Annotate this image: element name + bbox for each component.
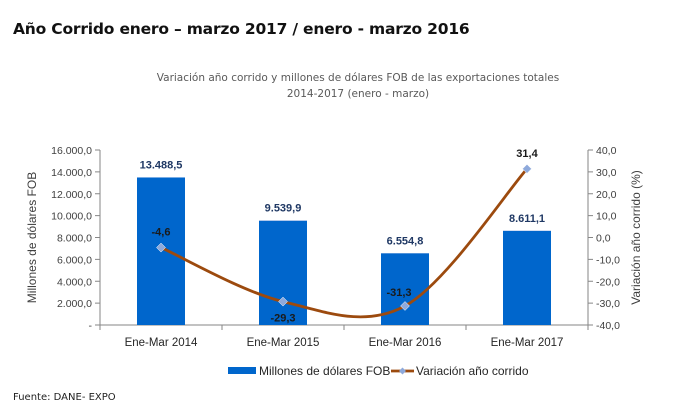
right-tick-label: 20,0 <box>596 189 617 201</box>
left-tick-label: 12.000,0 <box>51 189 92 201</box>
bar-data-label: 9.539,9 <box>265 203 302 215</box>
legend-bar-label: Millones de dólares FOB <box>259 364 390 378</box>
left-tick-label: 16.000,0 <box>51 145 92 157</box>
source-note: Fuente: DANE- EXPO <box>13 392 116 403</box>
line-data-label: -4,6 <box>152 227 171 239</box>
line-data-label: -31,3 <box>386 287 411 299</box>
right-tick-label: -10,0 <box>596 254 620 266</box>
left-tick-label: 14.000,0 <box>51 167 92 179</box>
right-tick-label: -30,0 <box>596 298 620 310</box>
variation-line <box>159 167 529 319</box>
bar-data-label: 13.488,5 <box>140 159 183 171</box>
right-tick-label: 0,0 <box>596 233 611 245</box>
x-tick-label: Ene-Mar 2015 <box>247 337 320 349</box>
right-tick-label: 10,0 <box>596 211 617 223</box>
right-tick-label: 30,0 <box>596 167 617 179</box>
legend-line-label: Variación año corrido <box>416 364 529 378</box>
left-tick-label: 2.000,0 <box>57 298 92 310</box>
line-marker <box>156 242 166 253</box>
line-marker <box>400 301 410 311</box>
line-marker <box>278 296 288 307</box>
left-tick-label: 10.000,0 <box>51 211 92 223</box>
line-marker <box>522 163 532 174</box>
bar-data-label: 6.554,8 <box>387 235 424 247</box>
bar <box>259 220 307 325</box>
bar-data-label: 8.611,1 <box>509 213 545 225</box>
left-axis-title: Millones de dólares FOB <box>25 172 39 303</box>
right-axis-title: Variación año corrido (%) <box>629 170 643 305</box>
left-tick-label: 8.000,0 <box>57 233 92 245</box>
chart-subtitle: 2014-2017 (enero - marzo) <box>286 88 430 100</box>
right-tick-label: -20,0 <box>596 276 620 288</box>
line-data-label: -29,3 <box>270 313 295 325</box>
bar <box>503 230 551 325</box>
left-tick-label: 6.000,0 <box>57 254 92 266</box>
left-tick-label: 4.000,0 <box>57 276 92 288</box>
x-tick-label: Ene-Mar 2014 <box>125 337 198 349</box>
page-title: Año Corrido enero – marzo 2017 / enero -… <box>13 20 470 38</box>
chart-title: Variación año corrido y millones de dóla… <box>156 72 560 84</box>
left-tick-label: - <box>89 320 93 332</box>
x-tick-label: Ene-Mar 2016 <box>369 337 442 349</box>
x-tick-label: Ene-Mar 2017 <box>491 337 564 349</box>
legend-bar-swatch <box>228 367 256 374</box>
line-data-label: 31,4 <box>516 148 538 160</box>
legend-line-marker <box>399 367 406 375</box>
right-tick-label: 40,0 <box>596 145 617 157</box>
right-tick-label: -40,0 <box>596 320 620 332</box>
